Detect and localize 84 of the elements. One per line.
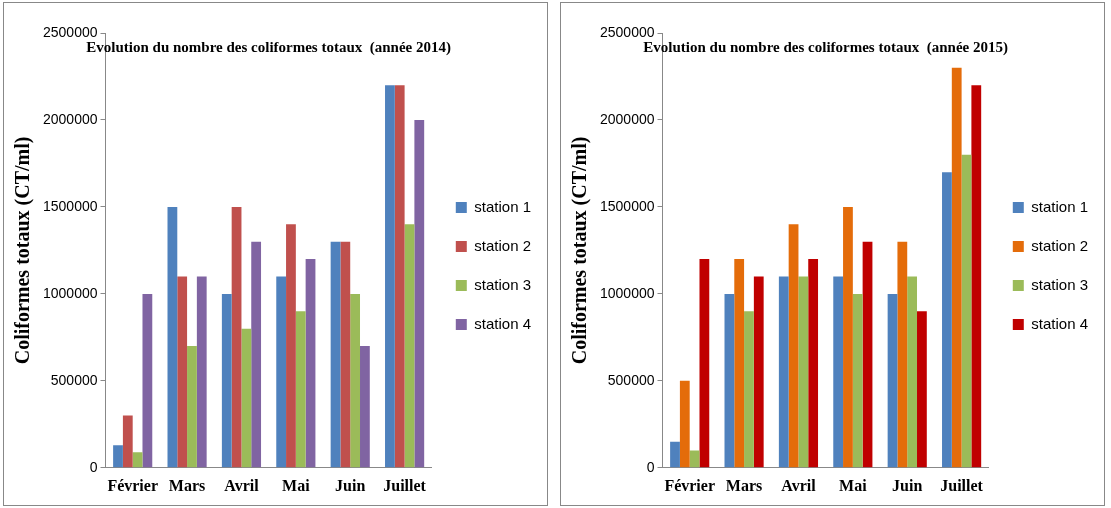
legend-label: station 3 (1031, 275, 1089, 293)
bar (942, 172, 952, 468)
y-tick-label: 0 (646, 458, 655, 475)
bar (917, 311, 927, 468)
chart-title: Evolution du nombre des coliformes totaux (année 2015) (643, 39, 1009, 57)
y-axis-title: Coliformes totaux (CT/ml) (568, 136, 592, 365)
legend-label: station 1 (1031, 197, 1089, 215)
bar (394, 85, 405, 468)
x-tick-label: Mars (725, 476, 763, 494)
x-tick-label: Mai (282, 476, 311, 494)
x-tick-label: Juillet (383, 476, 427, 494)
bar (670, 441, 680, 468)
bar (404, 224, 415, 468)
legend-label: station 2 (1031, 236, 1089, 254)
bar (187, 346, 197, 468)
y-tick-label: 2000000 (42, 110, 98, 127)
x-tick-label: Juin (335, 476, 366, 494)
bar (286, 224, 296, 468)
bar (951, 67, 962, 468)
bar (724, 293, 735, 468)
bar (251, 241, 262, 468)
y-tick-label: 500000 (50, 371, 98, 388)
bar (778, 276, 789, 468)
bar (330, 241, 341, 468)
bar (808, 259, 819, 468)
bar (305, 259, 316, 468)
bar (897, 241, 908, 468)
bar (295, 311, 306, 468)
x-tick-label: Avril (781, 476, 817, 494)
bar (907, 276, 918, 468)
y-axis-title: Coliformes totaux (CT/ml) (11, 136, 35, 365)
bar (167, 206, 178, 468)
x-tick-label: Mai (839, 476, 868, 494)
bar (843, 206, 853, 468)
y-tick-label: 2500000 (42, 23, 98, 40)
bar (231, 206, 242, 468)
y-tick-label: 2500000 (599, 23, 655, 40)
bar (340, 241, 351, 468)
bar (971, 85, 982, 468)
y-tick-label: 1000000 (42, 284, 98, 301)
bar (241, 328, 252, 468)
bar (350, 293, 361, 468)
legend-label: station 1 (474, 197, 532, 215)
bar (385, 85, 395, 468)
bar (852, 293, 863, 468)
legend-label: station 3 (474, 275, 532, 293)
bar (798, 276, 809, 468)
bar (887, 293, 898, 468)
y-tick-label: 2000000 (599, 110, 655, 127)
legend-label: station 4 (474, 314, 532, 332)
bar (862, 241, 873, 468)
bar (961, 154, 972, 468)
bar (679, 380, 690, 468)
bar (744, 311, 754, 468)
bar (414, 119, 425, 468)
legend-label: station 4 (1031, 314, 1089, 332)
y-tick-label: 1500000 (599, 197, 655, 214)
bar (360, 346, 370, 468)
bar (122, 415, 133, 468)
y-tick-label: 0 (89, 458, 98, 475)
x-tick-label: Juillet (940, 476, 984, 494)
bar (221, 293, 232, 468)
bar (196, 276, 207, 468)
x-tick-label: Février (664, 476, 716, 494)
x-tick-label: Février (107, 476, 159, 494)
x-tick-label: Juin (892, 476, 923, 494)
legend-label: station 2 (474, 236, 532, 254)
x-tick-label: Avril (224, 476, 260, 494)
x-tick-label: Mars (168, 476, 206, 494)
bar (689, 450, 700, 468)
chart-title: Evolution du nombre des coliformes totaux (année 2014) (86, 39, 452, 57)
bar (788, 224, 799, 468)
y-tick-label: 500000 (607, 371, 655, 388)
bar (276, 276, 287, 468)
bar (699, 259, 710, 468)
bar (753, 276, 764, 468)
y-tick-label: 1500000 (42, 197, 98, 214)
bar (113, 445, 123, 468)
bar (177, 276, 188, 468)
bar (734, 259, 745, 468)
y-tick-label: 1000000 (599, 284, 655, 301)
bar (833, 276, 844, 468)
bar (132, 452, 143, 468)
bar (142, 293, 153, 468)
